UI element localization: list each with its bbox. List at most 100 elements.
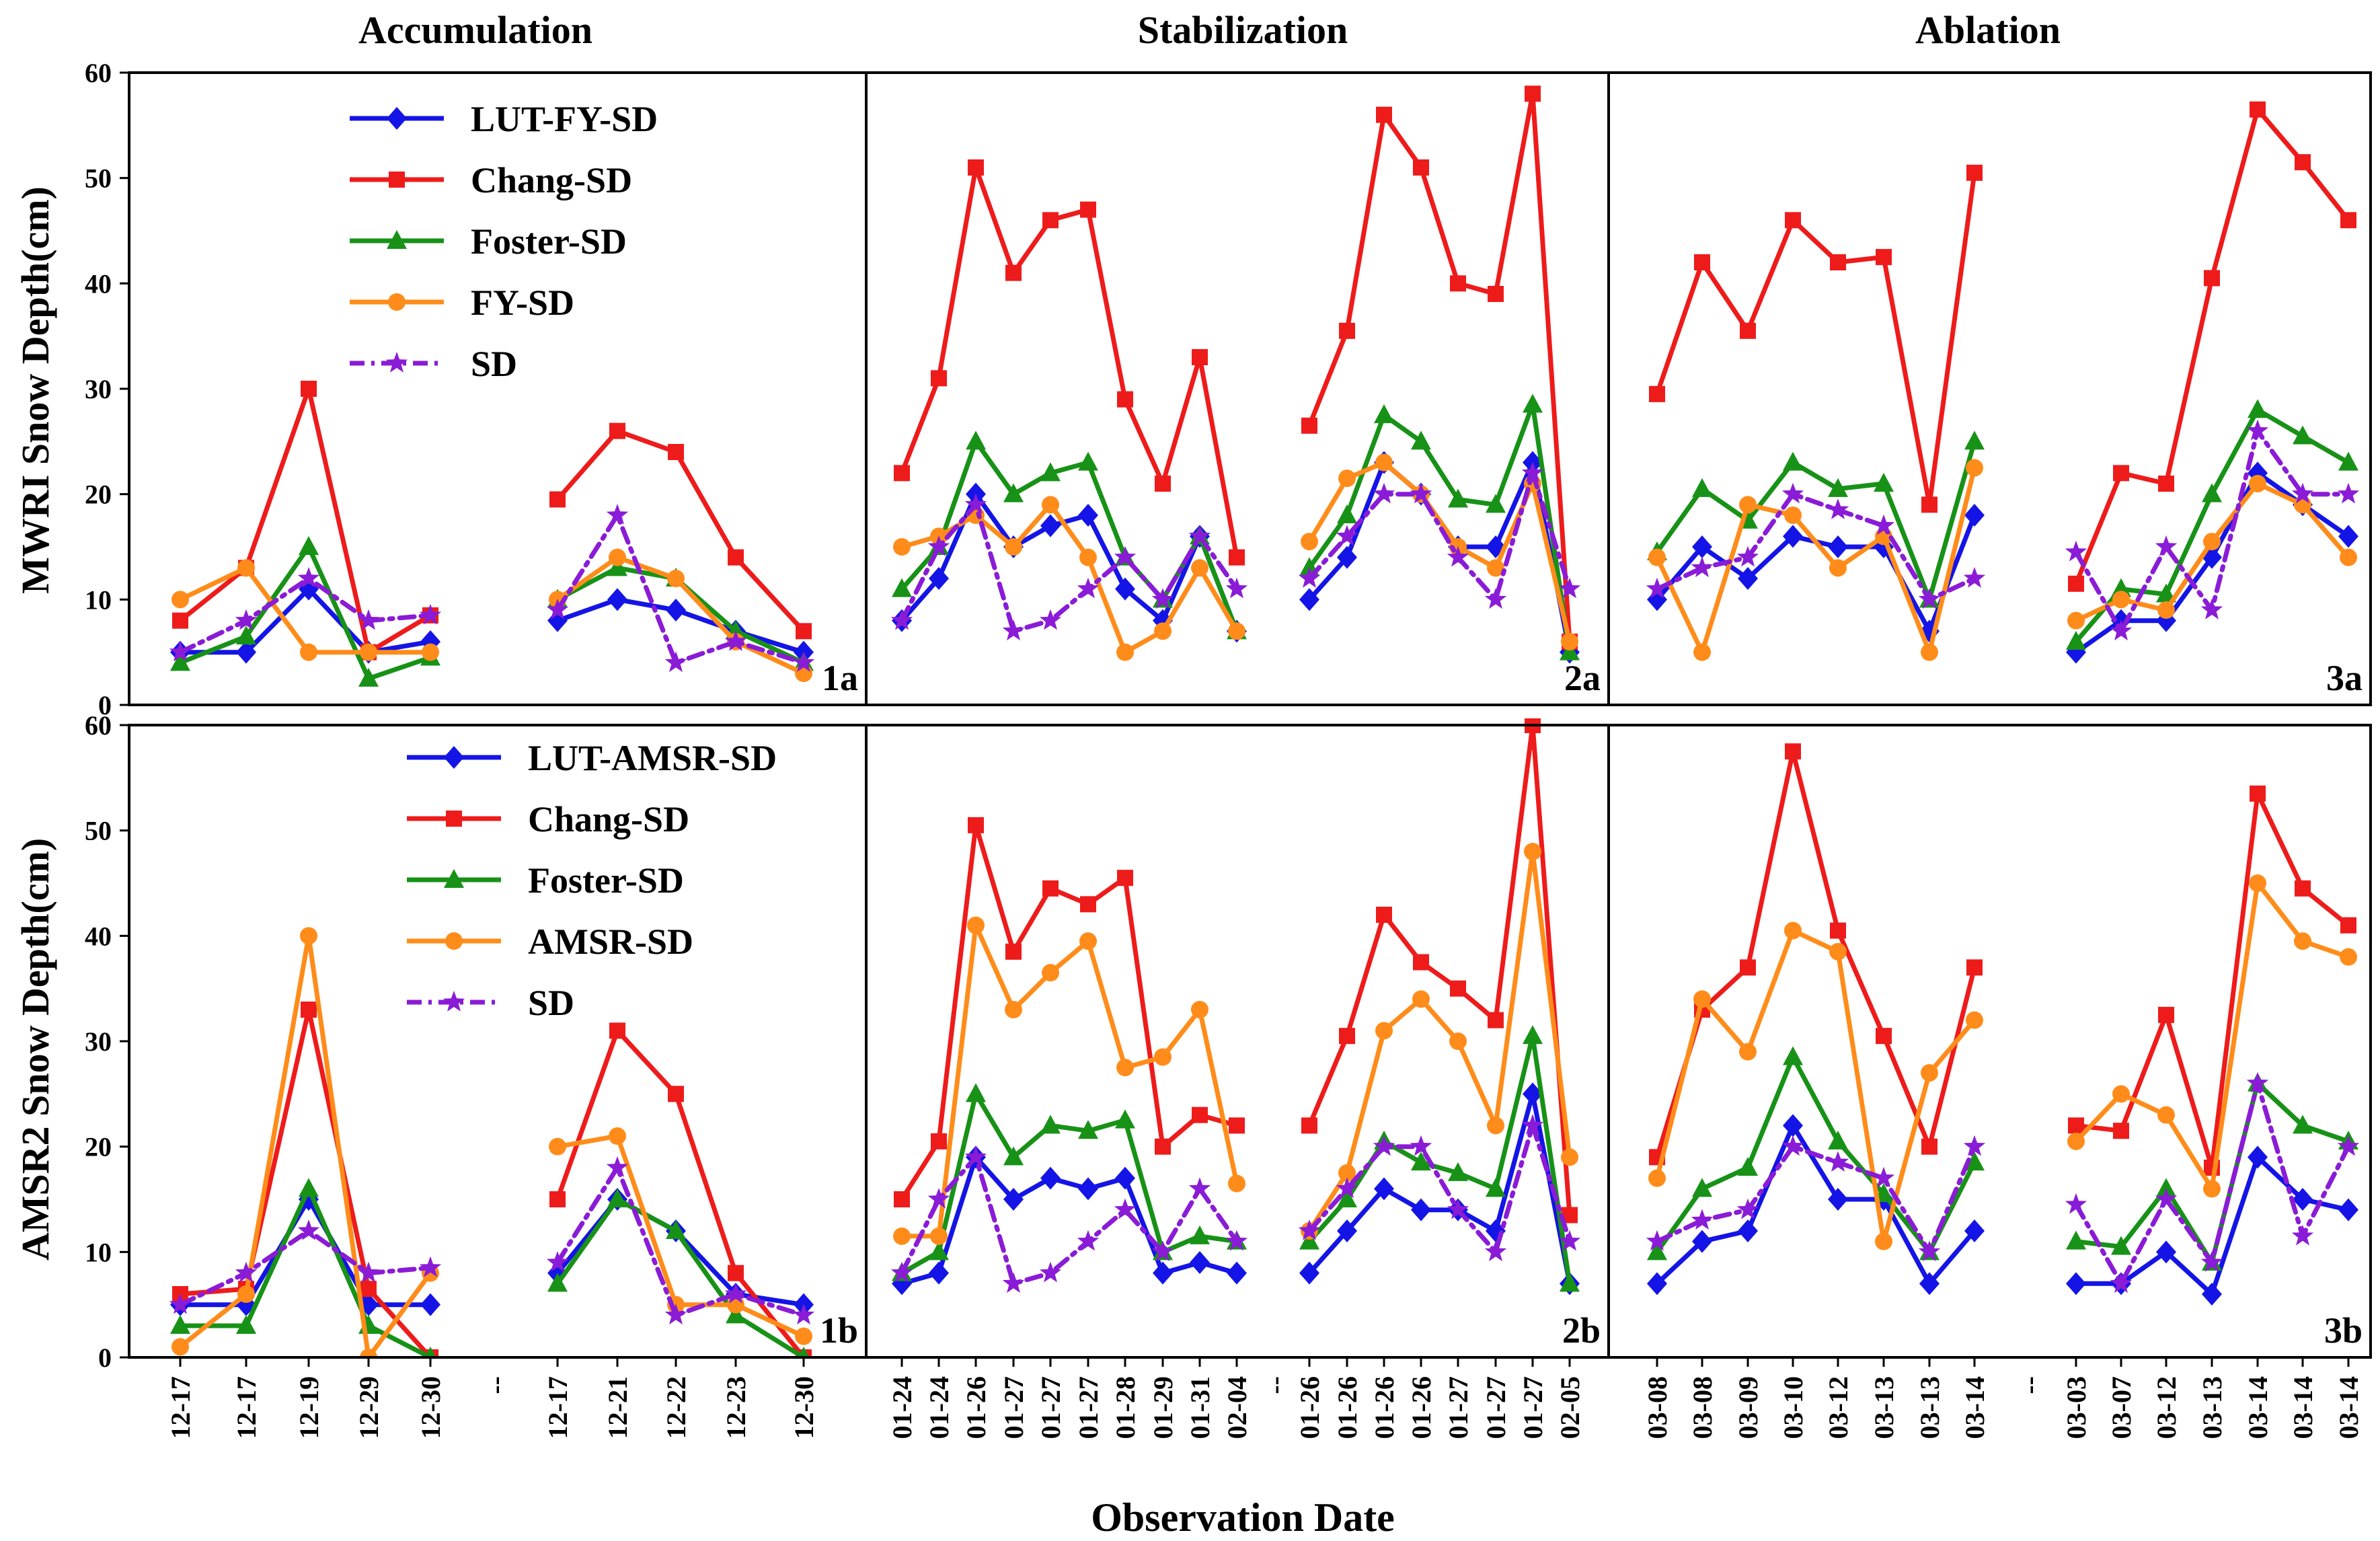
sd-point-2a-seg2-5 (1447, 546, 1469, 567)
legend-label-row1-chang: Chang-SD (471, 160, 632, 200)
chang-line-2a-seg1 (899, 165, 1239, 560)
y-tick-label-row1-20: 20 (85, 480, 112, 510)
sd-point-2b-seg1-4 (1002, 1272, 1025, 1293)
sd-point-1a-seg1-5 (419, 603, 442, 625)
sd-point-3b-seg2-1 (2065, 1193, 2087, 1214)
lut-point-2a-seg1-6 (1078, 504, 1098, 527)
chang-point-3b-seg1-7 (1921, 1138, 1937, 1155)
lut-point-2b-seg2-1 (1299, 1261, 1319, 1285)
foster-line-1b-seg2 (555, 1197, 806, 1357)
lut-point-3b-seg2-1 (2066, 1272, 2086, 1295)
x-tick-label-c2-s2-2: 01-26 (1332, 1376, 1362, 1439)
foster-point-2a-seg1-6 (1078, 451, 1098, 471)
legend-marker-row2-foster (444, 869, 464, 888)
sat-point-3b-seg1-7 (1921, 1064, 1938, 1082)
sd-point-1b-seg1-1 (169, 1293, 192, 1314)
sat-point-3b-seg2-7 (2340, 948, 2357, 966)
x-gap-marker-c3: -- (2014, 1376, 2044, 1394)
chang-line-2b-seg1 (899, 823, 1239, 1202)
foster-point-2b-seg2-6 (1486, 1178, 1506, 1197)
sd-line-1b-seg1 (178, 1228, 433, 1308)
legend-label-row2-chang: Chang-SD (528, 799, 689, 839)
sat-point-3b-seg2-6 (2294, 932, 2311, 950)
foster-point-3b-seg2-1 (2066, 1230, 2086, 1250)
x-tick-label-c1-s1-2: 12-17 (231, 1376, 262, 1439)
foster-point-2b-seg2-2 (1337, 1189, 1357, 1207)
y-tick-label-row2-60: 60 (85, 710, 112, 741)
sd-point-3b-seg1-7 (1918, 1240, 1941, 1262)
panel-2a-series (890, 85, 1581, 664)
lut-point-3b-seg1-4 (1783, 1114, 1803, 1137)
y-tick-label-row2-20: 20 (85, 1132, 112, 1162)
x-tick-label-c3-s1-1: 03-08 (1642, 1376, 1673, 1439)
sat-point-1a-seg1-2 (237, 559, 255, 577)
sd-point-1b-seg2-4 (724, 1283, 747, 1304)
sat-point-2b-seg2-8 (1561, 1148, 1578, 1166)
chang-point-2a-seg1-3 (968, 159, 984, 176)
lut-point-3b-seg2-5 (2248, 1145, 2268, 1169)
chang-point-3b-seg2-2 (2113, 1123, 2129, 1139)
legend-row1: LUT-FY-SD Chang-SD Foster-SD FY-SD SD (350, 99, 658, 384)
foster-point-2a-seg2-8 (1560, 641, 1580, 661)
sd-point-2a-seg1-3 (964, 493, 987, 515)
foster-point-3b-seg2-3 (2156, 1178, 2176, 1197)
sd-point-1b-seg1-2 (235, 1261, 258, 1283)
legend-marker-row2-sd (443, 991, 465, 1012)
foster-point-1a-seg1-3 (299, 536, 319, 555)
sat-line-2a-seg1 (899, 502, 1239, 655)
sd-point-3a-seg1-8 (1963, 567, 1986, 588)
sat-point-2a-seg1-1 (893, 538, 911, 556)
chang-point-2a-seg2-5 (1450, 275, 1466, 292)
foster-point-3a-seg2-4 (2202, 483, 2222, 502)
sat-point-1a-seg1-3 (300, 643, 317, 661)
foster-line-3a-seg1 (1654, 439, 1977, 602)
sd-point-3b-seg2-6 (2291, 1224, 2314, 1246)
sd-point-2a-seg1-4 (1002, 619, 1025, 641)
sd-point-3b-seg1-1 (1646, 1230, 1668, 1251)
sat-point-1b-seg2-2 (609, 1127, 626, 1145)
sd-point-1b-seg1-3 (297, 1219, 320, 1240)
column-title-accumulation: Accumulation (358, 8, 592, 52)
sat-point-2a-seg1-5 (1042, 496, 1059, 514)
sat-point-3a-seg1-8 (1966, 459, 1983, 477)
lut-point-2b-seg1-7 (1115, 1166, 1135, 1190)
sd-point-2a-seg2-3 (1373, 482, 1395, 504)
y-tick-label-row1-10: 10 (85, 585, 112, 615)
foster-point-3a-seg1-4 (1783, 451, 1803, 471)
sat-line-2b-seg1 (899, 923, 1239, 1239)
lut-point-3b-seg1-5 (1828, 1188, 1848, 1211)
sd-point-3b-seg1-8 (1963, 1135, 1986, 1156)
x-tick-label-c2-s1-5: 01-27 (1036, 1376, 1066, 1439)
foster-point-3b-seg1-1 (1647, 1241, 1667, 1261)
lut-point-2b-seg2-2 (1337, 1219, 1357, 1242)
x-tick-label-c2-s1-10: 02-04 (1222, 1376, 1252, 1439)
panel-3a: 3a (1607, 71, 2372, 706)
sat-point-3a-seg2-3 (2157, 601, 2175, 619)
column-title-ablation: Ablation (1915, 8, 2061, 52)
sd-point-2b-seg1-7 (1114, 1198, 1137, 1219)
legend-label-row1-lut: LUT-FY-SD (471, 99, 658, 139)
foster-point-1b-seg1-1 (170, 1315, 190, 1334)
foster-point-2b-seg2-5 (1448, 1162, 1468, 1181)
chang-point-2a-seg2-1 (1301, 417, 1317, 434)
sd-point-1b-seg1-5 (419, 1256, 442, 1277)
panel-1a-series (169, 381, 815, 687)
legend-label-row1-foster: Foster-SD (471, 221, 627, 262)
x-tick-label-c2-s2-6: 01-27 (1481, 1376, 1511, 1439)
sd-point-3a-seg2-3 (2155, 535, 2178, 556)
chang-point-3b-seg2-1 (2068, 1117, 2084, 1134)
sd-point-3a-seg1-1 (1646, 577, 1668, 599)
sd-point-2b-seg1-3 (964, 1145, 987, 1167)
lut-point-2b-seg2-4 (1411, 1198, 1431, 1221)
x-tick-label-c1-s2-5: 12-30 (789, 1376, 819, 1439)
legend-marker-row2-chang (446, 811, 462, 827)
chang-point-2b-seg2-4 (1413, 954, 1429, 971)
foster-point-1a-seg2-2 (607, 557, 627, 576)
x-axis-label: Observation Date (1091, 1495, 1395, 1540)
legend-marker-row2-sat (445, 932, 463, 950)
x-tick-label-c2-s2-3: 01-26 (1369, 1376, 1399, 1439)
y-axis-label-mwri: MWRI Snow Depth(cm) (13, 186, 57, 594)
chang-point-3a-seg1-2 (1694, 254, 1710, 270)
chang-point-3b-seg2-3 (2158, 1006, 2174, 1023)
